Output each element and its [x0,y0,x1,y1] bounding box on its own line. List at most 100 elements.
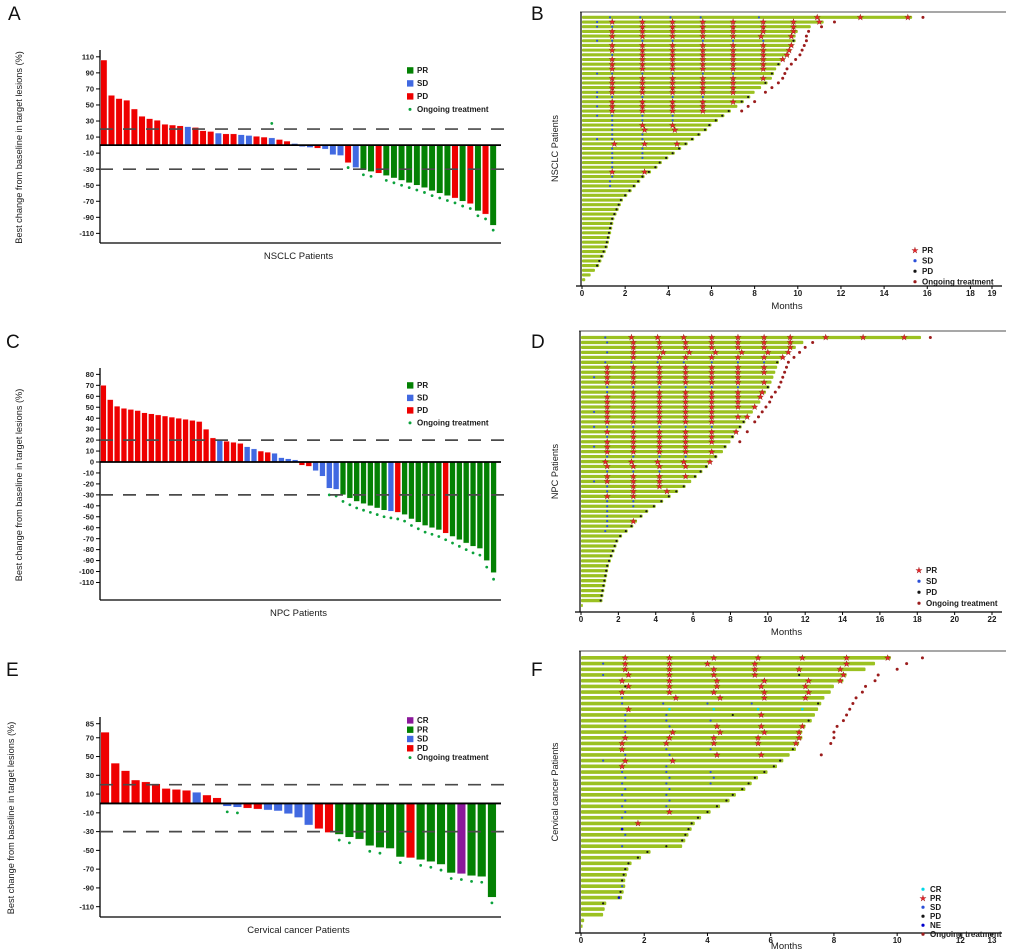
svg-text:★: ★ [604,413,611,422]
pd-marker [671,152,674,155]
swimmer-bar [581,696,825,700]
svg-text:★: ★ [901,333,908,342]
svg-text:50: 50 [86,403,94,412]
ongoing-marker [804,39,808,43]
svg-text:★: ★ [656,442,663,451]
bar-sd [387,461,394,512]
pd-marker [690,138,694,141]
svg-text:★: ★ [708,373,715,382]
svg-text:★: ★ [630,437,637,446]
x-axis-ticks: 0 2 4 6 8 10 12 13 [579,933,997,945]
svg-text:★: ★ [760,74,767,83]
swimmer-bar [582,217,615,221]
pd-marker [606,564,609,567]
bar-pr [422,461,429,526]
ongoing-marker [792,355,796,359]
svg-text:★: ★ [734,363,741,372]
svg-text:★: ★ [669,22,676,31]
svg-text:★: ★ [656,418,663,427]
bar-pd [207,131,215,146]
svg-text:18: 18 [966,289,975,298]
swimmer-bar [581,440,731,444]
svg-text:30: 30 [86,771,94,780]
ongoing-marker [770,395,774,399]
pd-marker [731,713,734,717]
pd-marker [693,475,697,478]
ongoing-marker [829,741,833,745]
svg-text:★: ★ [639,88,646,97]
pd-marker [807,719,810,722]
svg-text:70: 70 [86,85,94,94]
sd-marker [684,425,687,428]
svg-text:★: ★ [604,398,611,407]
swimmer-bar [581,588,605,593]
legend-swatch-sd [407,394,414,402]
sd-marker [606,455,609,458]
legend-swatch-pr [407,67,414,74]
bar-sd [268,137,276,146]
swimmer-bar [582,20,824,24]
ongoing-dot [337,838,341,842]
svg-text:★: ★ [609,60,616,69]
svg-text:PD: PD [922,267,933,276]
ongoing-dot [484,217,487,221]
bar-pr [374,461,381,509]
svg-text:★: ★ [708,353,715,362]
pd-marker [619,534,622,538]
swimmer-bar [581,673,847,677]
pd-marker [624,194,627,197]
svg-text:4: 4 [705,936,710,945]
sd-marker [606,390,609,394]
svg-text:★: ★ [619,762,626,771]
svg-text:-90: -90 [83,213,94,222]
sd-marker [604,361,607,364]
svg-text:★: ★ [630,353,637,362]
svg-text:SD: SD [417,735,428,744]
bar-pd [127,409,134,463]
sd-marker [596,72,599,75]
svg-text:10: 10 [86,447,94,456]
svg-text:★: ★ [710,739,717,748]
swimmer-bar [582,268,595,272]
ongoing-dot [382,515,386,519]
sd-marker [621,696,624,699]
svg-text:★: ★ [796,733,803,742]
swimmer-bar [581,335,922,340]
swimmer-bar [582,67,777,71]
svg-text:★: ★ [656,393,663,402]
svg-text:★: ★ [630,447,637,456]
svg-text:★: ★ [713,676,720,685]
svg-text:4: 4 [666,289,671,298]
legend-dot-pd [921,914,925,918]
svg-text:★: ★ [666,676,673,685]
svg-text:★: ★ [708,393,715,402]
svg-text:★: ★ [802,694,809,703]
svg-text:★: ★ [682,427,689,436]
ongoing-dot [492,577,495,581]
svg-text:12: 12 [801,615,810,624]
pd-marker [607,559,611,562]
svg-text:70: 70 [86,381,94,390]
swimmer-bar [582,72,775,76]
bar-pd [108,95,115,146]
swimmer-bars: ★★★★★★★★★★★★★★★★★★★★★★★★★★★★★★★★★★★★★★★★… [581,333,932,608]
pd-marker [714,119,717,122]
ongoing-marker [785,365,788,369]
ongoing-dot [459,878,463,881]
ongoing-marker [804,34,808,38]
svg-text:★: ★ [734,333,741,342]
pd-marker [690,822,693,825]
swimmer-bar [581,464,709,469]
svg-text:90: 90 [86,68,94,77]
svg-text:10: 10 [793,289,802,298]
svg-text:★: ★ [630,492,637,501]
sd-marker [712,776,715,779]
svg-text:★: ★ [630,477,637,486]
sd-marker [621,770,624,774]
swimmer-bar [581,410,753,414]
pd-marker [608,227,612,230]
svg-text:★: ★ [734,403,741,412]
legend-dot-ne [921,923,925,927]
bar-pr [375,803,385,848]
